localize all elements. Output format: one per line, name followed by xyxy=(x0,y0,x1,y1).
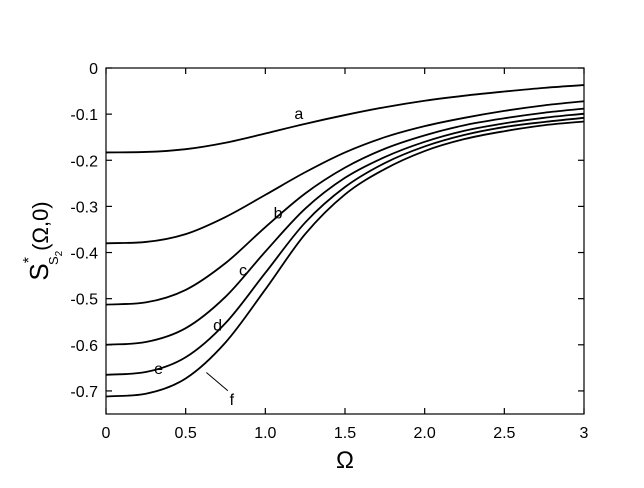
curve-labels: a b c d e f xyxy=(154,106,303,409)
x-tick-label: 0 xyxy=(102,425,111,442)
series-line-b xyxy=(105,100,585,245)
y-tick-label: -0.2 xyxy=(70,153,98,170)
y-axis-label: S* S2(Ω,0) xyxy=(21,201,65,280)
series-line-e xyxy=(105,116,585,376)
curve-label-c: c xyxy=(239,263,247,280)
y-label-subscript: S xyxy=(46,256,61,265)
series-line-a xyxy=(105,84,585,154)
x-tick-label: 1.5 xyxy=(334,425,356,442)
y-tick-label: 0 xyxy=(89,61,98,78)
svg-text:S*S2(Ω,0): S* S2(Ω,0) xyxy=(21,201,65,280)
x-tick-label: 3 xyxy=(580,425,589,442)
y-label-superscript: * xyxy=(21,257,38,263)
curve-label-d: d xyxy=(213,318,222,335)
x-axis: 0 0.5 1.0 1.5 2.0 2.5 3 xyxy=(102,68,589,442)
series-line-d xyxy=(105,112,585,346)
series-layer xyxy=(105,84,585,398)
curve-label-leader xyxy=(206,372,229,392)
x-tick-label: 2.5 xyxy=(493,425,515,442)
x-tick-label: 1.0 xyxy=(254,425,276,442)
y-tick-label: -0.7 xyxy=(70,384,98,401)
y-tick-label: -0.3 xyxy=(70,199,98,216)
curve-label-e: e xyxy=(154,361,163,378)
y-axis: 0 -0.1 -0.2 -0.3 -0.4 -0.5 -0.6 -0.7 xyxy=(70,61,584,401)
x-tick-label: 0.5 xyxy=(175,425,197,442)
y-label-subsubscript: 2 xyxy=(54,250,65,256)
y-label-args: (Ω,0) xyxy=(28,201,53,250)
curve-label-b: b xyxy=(274,205,283,222)
y-tick-label: -0.6 xyxy=(70,338,98,355)
curve-label-f: f xyxy=(230,392,235,409)
y-tick-label: -0.5 xyxy=(70,292,98,309)
y-tick-label: -0.4 xyxy=(70,246,98,263)
curve-label-a: a xyxy=(294,106,303,123)
series-line-c xyxy=(105,107,585,306)
x-tick-label: 2.0 xyxy=(414,425,436,442)
x-axis-label: Ω xyxy=(336,447,354,474)
series-line-f xyxy=(105,120,585,398)
y-tick-label: -0.1 xyxy=(70,107,98,124)
y-label-base: S xyxy=(24,263,54,280)
